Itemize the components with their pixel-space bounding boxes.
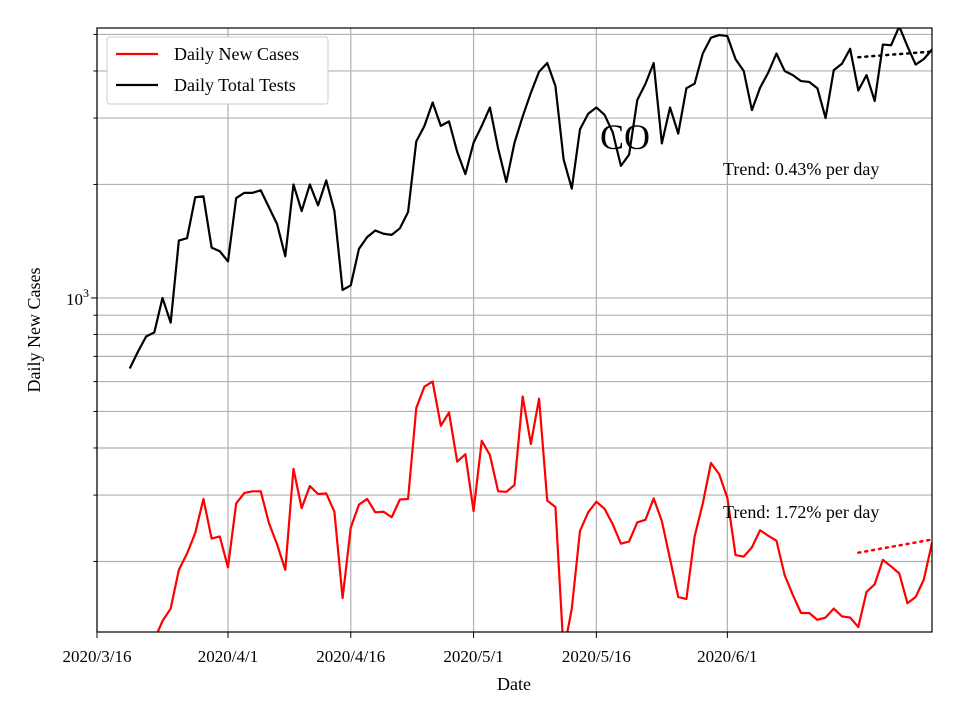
plot-frame bbox=[96, 27, 933, 633]
y-tick-label: 103 bbox=[66, 286, 89, 309]
legend-entry: Daily New Cases bbox=[174, 44, 299, 64]
x-tick-label: 2020/5/1 bbox=[443, 647, 503, 666]
x-tick-label: 2020/4/16 bbox=[316, 647, 385, 666]
series-line-daily-total-tests bbox=[128, 28, 932, 369]
trend-label: Trend: 0.43% per day bbox=[723, 159, 879, 179]
x-tick-label: 2020/6/1 bbox=[697, 647, 757, 666]
axis-ticks: 2020/3/16 2020/4/1 2020/4/16 2020/5/1 2020/5… bbox=[63, 33, 758, 666]
legend-entry: Daily Total Tests bbox=[174, 75, 296, 95]
legend: Daily New Cases Daily Total Tests bbox=[106, 36, 329, 105]
legend-box bbox=[106, 36, 329, 105]
series-line-daily-new-cases bbox=[156, 380, 932, 632]
x-tick-label: 2020/3/16 bbox=[63, 647, 132, 666]
x-tick-label: 2020/5/16 bbox=[562, 647, 631, 666]
x-tick-label: 2020/4/1 bbox=[198, 647, 258, 666]
trend-labels: Trend: 1.72% per day Trend: 0.43% per day bbox=[723, 159, 879, 522]
x-axis-label: Date bbox=[497, 674, 531, 694]
trend-label: Trend: 1.72% per day bbox=[723, 502, 879, 522]
chart-title: CO bbox=[600, 117, 650, 157]
y-axis-label: Daily New Cases bbox=[24, 268, 44, 393]
plot-lines bbox=[128, 28, 932, 632]
